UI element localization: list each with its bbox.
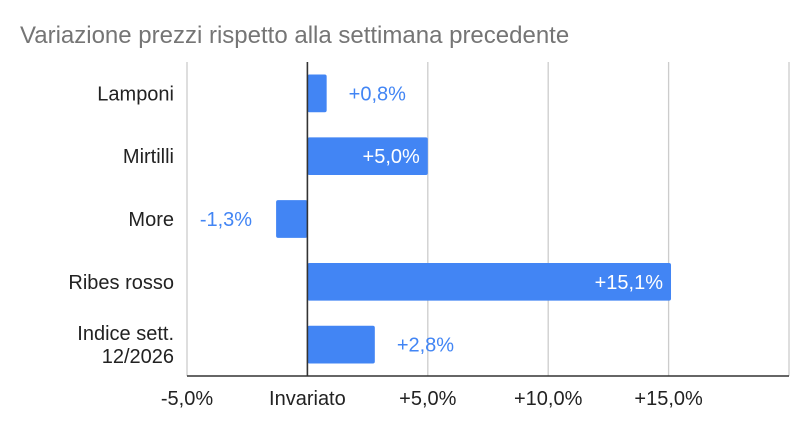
grid-lines [186,62,790,376]
data-labels: +0,8% +5,0% -1,3% +15,1% +2,8% [200,83,663,356]
data-label: +15,1% [595,272,664,294]
x-tick-label: +15,0% [634,388,703,410]
chart-title: Variazione prezzi rispetto alla settiman… [20,22,569,49]
bar [307,137,428,176]
data-label: +0,8% [349,83,406,105]
bar [307,262,672,301]
category-label: Lamponi [97,83,174,105]
axes [187,62,789,377]
x-tick-label: +10,0% [514,388,583,410]
x-tick-label: -5,0% [161,388,213,410]
data-label: -1,3% [200,209,252,231]
bar [307,325,375,364]
x-tick-label: +5,0% [399,388,456,410]
bars [276,74,672,364]
category-label: Mirtilli [123,146,174,168]
category-label: More [128,209,174,231]
data-label: +5,0% [363,146,420,168]
x-tick-labels: -5,0% Invariato +5,0% +10,0% +15,0% [161,388,703,410]
data-label: +2,8% [397,335,454,357]
category-label: Ribes rosso [68,272,174,294]
category-labels: Lamponi Mirtilli More Ribes rosso Indice set… [68,83,174,368]
x-tick-label: Invariato [269,388,346,410]
category-label: Indice sett. 12/2026 [77,323,174,368]
bar [276,200,308,238]
bar [307,74,327,113]
